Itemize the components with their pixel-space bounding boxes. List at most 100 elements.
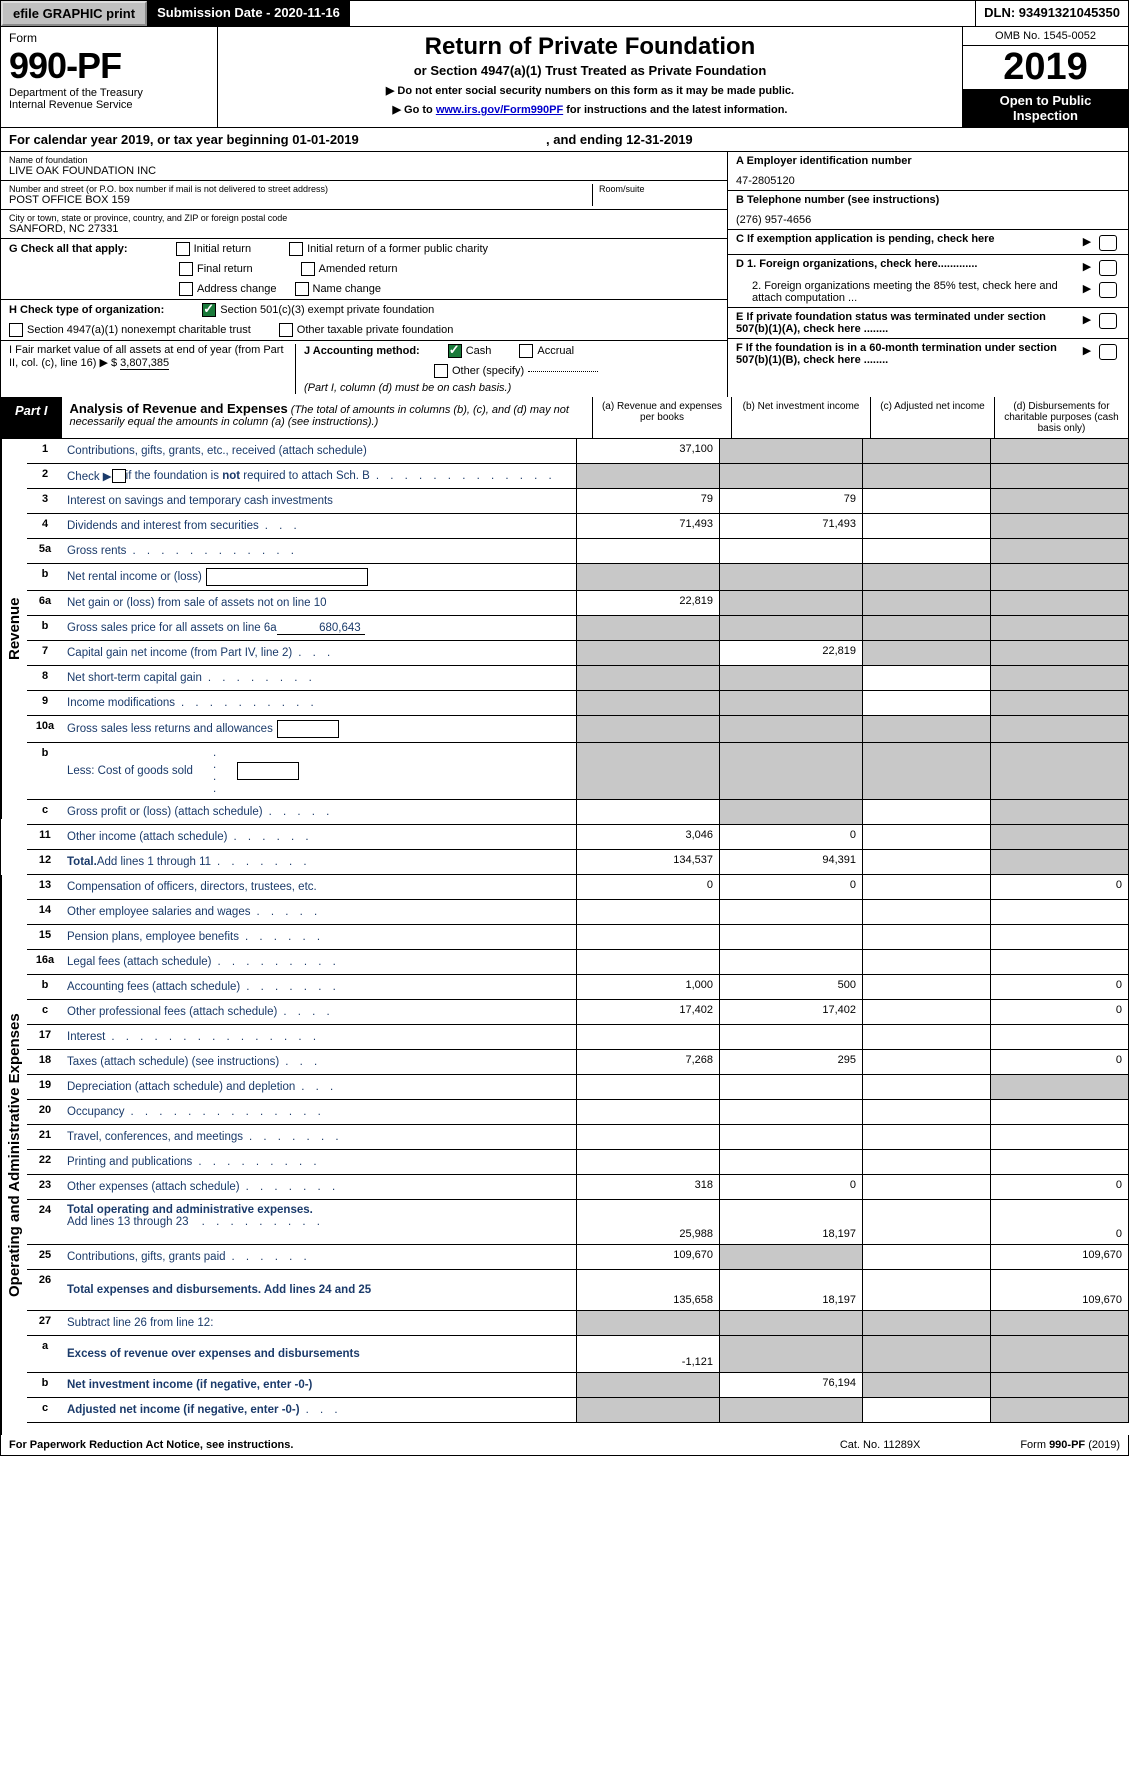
final-return-checkbox[interactable] — [179, 262, 193, 276]
cell-d: 0 — [990, 1200, 1128, 1244]
rental-input — [206, 568, 368, 586]
col-b-header: (b) Net investment income — [731, 397, 870, 438]
cell-c — [862, 1245, 990, 1269]
former-charity-checkbox[interactable] — [289, 242, 303, 256]
dots: . . . . . . . . . — [211, 956, 572, 968]
efile-print-button[interactable]: efile GRAPHIC print — [1, 1, 147, 26]
line-number: 16a — [27, 950, 63, 974]
4947-checkbox[interactable] — [9, 323, 23, 337]
r27b-text: Net investment income (if negative, ente… — [67, 1379, 312, 1391]
line-number: 27 — [27, 1311, 63, 1335]
cell-b — [719, 1025, 862, 1049]
cell-d — [990, 925, 1128, 949]
cash-label: Cash — [466, 345, 492, 357]
cell-d — [990, 800, 1128, 824]
cell-d — [990, 591, 1128, 615]
table-row: 14 Other employee salaries and wages. . … — [27, 900, 1129, 925]
dots: . . . . . . . . . . . . . . . — [105, 1031, 572, 1043]
line-desc: Total operating and administrative expen… — [63, 1200, 576, 1244]
table-row: c Gross profit or (loss) (attach schedul… — [27, 800, 1129, 825]
cell-b — [719, 591, 862, 615]
cell-b — [719, 616, 862, 640]
line-number: 8 — [27, 666, 63, 690]
other-method-checkbox[interactable] — [434, 364, 448, 378]
cell-d — [990, 616, 1128, 640]
amended-return-label: Amended return — [319, 263, 398, 275]
address-change-checkbox[interactable] — [179, 282, 193, 296]
cell-c — [862, 950, 990, 974]
line-desc: Other expenses (attach schedule). . . . … — [63, 1175, 576, 1199]
name-cell: Name of foundation LIVE OAK FOUNDATION I… — [1, 152, 727, 181]
d1-checkbox[interactable] — [1099, 260, 1117, 276]
r12-text: Add lines 1 through 11 — [97, 856, 211, 868]
line-number: c — [27, 1398, 63, 1422]
cell-a — [576, 800, 719, 824]
sch-b-checkbox[interactable] — [112, 469, 126, 483]
cell-d — [990, 641, 1128, 665]
line-desc: Net investment income (if negative, ente… — [63, 1373, 576, 1397]
r24-title: Total operating and administrative expen… — [67, 1204, 313, 1216]
r16c-text: Other professional fees (attach schedule… — [67, 1006, 277, 1018]
line-desc: Gross sales price for all assets on line… — [63, 616, 576, 640]
initial-return-checkbox[interactable] — [176, 242, 190, 256]
line-number: 3 — [27, 489, 63, 513]
dept-irs: Internal Revenue Service — [9, 99, 209, 111]
phone-value: (276) 957-4656 — [736, 214, 1120, 226]
line-number: 1 — [27, 439, 63, 463]
g-label: G Check all that apply: — [9, 243, 128, 255]
d2-label: 2. Foreign organizations meeting the 85%… — [736, 280, 1078, 304]
submission-date: Submission Date - 2020-11-16 — [147, 1, 350, 26]
r11-text: Other income (attach schedule) — [67, 831, 227, 843]
pending-checkbox[interactable] — [1099, 235, 1117, 251]
line-number: 23 — [27, 1175, 63, 1199]
col-a-header: (a) Revenue and expenses per books — [592, 397, 731, 438]
cell-a — [576, 1311, 719, 1335]
dots: . . . — [292, 647, 572, 659]
line-desc: Other professional fees (attach schedule… — [63, 1000, 576, 1024]
amended-return-checkbox[interactable] — [301, 262, 315, 276]
line-number: b — [27, 564, 63, 590]
form-title: Return of Private Foundation — [224, 33, 956, 61]
table-row: 6a Net gain or (loss) from sale of asset… — [27, 591, 1129, 616]
f-checkbox[interactable] — [1099, 344, 1117, 360]
irs-link[interactable]: www.irs.gov/Form990PF — [436, 104, 563, 116]
col-d-header: (d) Disbursements for charitable purpose… — [994, 397, 1128, 438]
line-desc: Other income (attach schedule). . . . . … — [63, 825, 576, 849]
accrual-checkbox[interactable] — [519, 344, 533, 358]
cal-begin: 01-01-2019 — [292, 132, 359, 147]
line-number: 26 — [27, 1270, 63, 1310]
line-number: 15 — [27, 925, 63, 949]
form-subtitle: or Section 4947(a)(1) Trust Treated as P… — [224, 63, 956, 78]
cell-c — [862, 743, 990, 799]
line-desc: Occupancy. . . . . . . . . . . . . . — [63, 1100, 576, 1124]
501c3-checkbox[interactable] — [202, 303, 216, 317]
form-word: Form — [9, 31, 209, 45]
other-taxable-checkbox[interactable] — [279, 323, 293, 337]
dots: . . . . — [277, 1006, 572, 1018]
cell-a: 17,402 — [576, 1000, 719, 1024]
line-desc: Taxes (attach schedule) (see instruction… — [63, 1050, 576, 1074]
cell-b — [719, 564, 862, 590]
line-desc: Dividends and interest from securities. … — [63, 514, 576, 538]
table-row: 17 Interest. . . . . . . . . . . . . . . — [27, 1025, 1129, 1050]
e-checkbox[interactable] — [1099, 313, 1117, 329]
cell-c — [862, 1311, 990, 1335]
cell-c — [862, 514, 990, 538]
cell-d — [990, 514, 1128, 538]
line-number: 7 — [27, 641, 63, 665]
cell-a — [576, 1150, 719, 1174]
d2-checkbox[interactable] — [1099, 282, 1117, 298]
cash-checkbox[interactable] — [448, 344, 462, 358]
cell-d — [990, 1311, 1128, 1335]
cell-d — [990, 850, 1128, 874]
line-number: 6a — [27, 591, 63, 615]
cell-b — [719, 1311, 862, 1335]
cell-a: 22,819 — [576, 591, 719, 615]
cell-a — [576, 950, 719, 974]
line-desc: Net short-term capital gain. . . . . . .… — [63, 666, 576, 690]
r2-pre: Check ▶ — [67, 469, 112, 483]
r8-text: Net short-term capital gain — [67, 672, 202, 684]
cell-d: 0 — [990, 1000, 1128, 1024]
name-change-checkbox[interactable] — [295, 282, 309, 296]
cell-d: 0 — [990, 1050, 1128, 1074]
